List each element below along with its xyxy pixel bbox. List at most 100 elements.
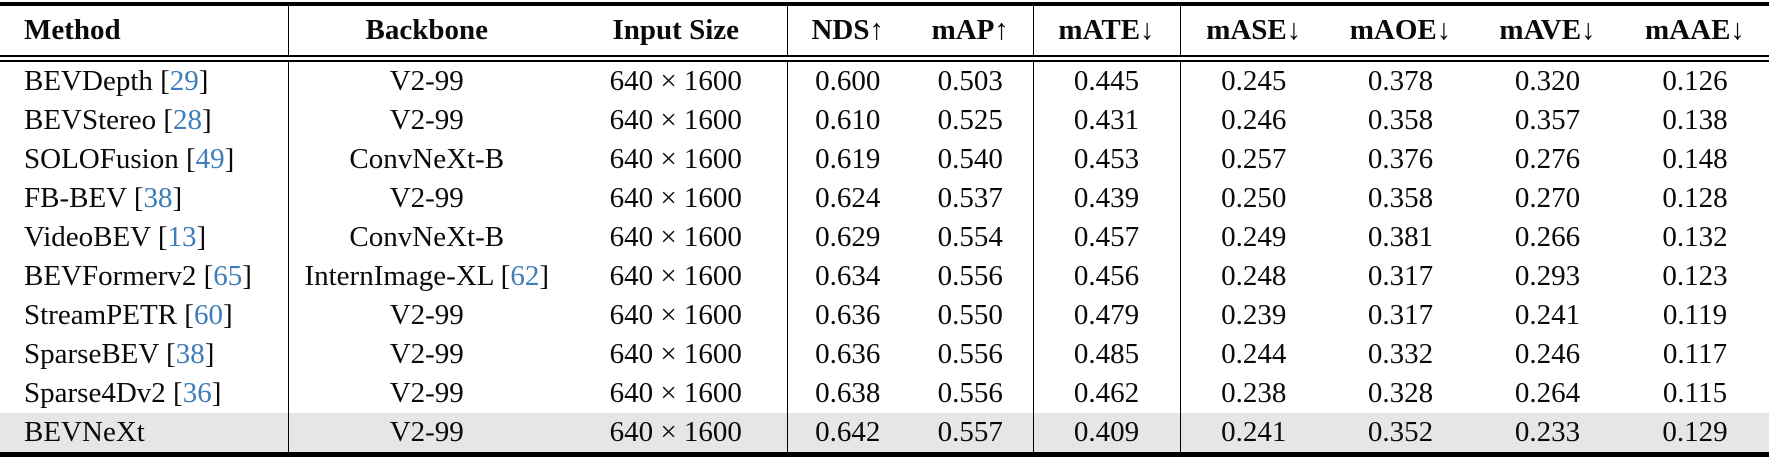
backbone-cell: V2-99 [288,413,565,455]
table-row: SparseBEV [38] V2-99 640 × 1600 0.636 0.556 0… [0,335,1769,374]
input-size-cell: 640 × 1600 [565,374,788,413]
metric-cell-mate: 0.453 [1033,140,1181,179]
method-cell: SparseBEV [38] [0,335,289,374]
method-name-text: StreamPETR [24,299,178,331]
table-row: SOLOFusion [49] ConvNeXt-B 640 × 1600 0.619… [0,140,1769,179]
input-size-cell: 640 × 1600 [565,218,788,257]
table-body: BEVDepth [29] V2-99 640 × 1600 0.600 0.503 0.… [0,58,1769,455]
method-citation-link[interactable]: 29 [169,65,199,97]
col-header-nds: NDS↑ [787,4,908,62]
method-cell: VideoBEV [13] [0,218,289,257]
metric-cell-mate: 0.479 [1033,296,1181,335]
metric-cell-map: 0.556 [908,374,1034,413]
metric-cell-nds: 0.636 [815,338,881,370]
method-name-text: BEVNeXt [24,416,145,448]
method-citation-link[interactable]: 49 [195,143,225,175]
metric-cell-mave: 0.266 [1514,221,1581,253]
backbone-name-text: V2-99 [389,299,464,331]
metric-cell-mave: 0.320 [1514,65,1581,97]
col-header-maae: mAAE↓ [1621,4,1769,62]
backbone-cell: InternImage-XL [62] [304,260,550,292]
backbone-cell: V2-99 [288,296,565,335]
metric-cell-mave: 0.293 [1514,260,1581,292]
input-size-cell: 640 × 1600 [565,140,788,179]
metric-cell-mate: 0.456 [1033,257,1181,296]
method-cell: Sparse4Dv2 [36] [0,374,289,413]
metric-cell-maae: 0.132 [1662,221,1728,253]
method-name-text: BEVStereo [24,104,157,136]
metric-cell-maoe: 0.317 [1367,299,1434,331]
metric-cell-maae: 0.129 [1621,413,1769,455]
metric-cell-maoe: 0.358 [1367,182,1434,214]
backbone-name-text: V2-99 [389,104,464,136]
table-row: BEVFormerv2 [65] InternImage-XL [62] 640 ×… [0,257,1769,296]
metric-cell-nds: 0.600 [815,65,881,97]
input-size-cell: 640 × 1600 [565,179,788,218]
metric-cell-maae: 0.123 [1662,260,1728,292]
input-size-cell: 640 × 1600 [565,335,788,374]
method-citation-link[interactable]: 65 [213,260,243,292]
metric-cell-mave: 0.246 [1514,338,1581,370]
metric-cell-mase: 0.238 [1221,377,1287,409]
method-citation-link[interactable]: 38 [175,338,205,370]
backbone-citation-link[interactable]: 62 [510,260,540,292]
method-citation-link[interactable]: 60 [193,299,223,331]
method-citation-link[interactable]: 28 [173,104,203,136]
metric-cell-mave: 0.264 [1514,377,1581,409]
metric-cell-mate: 0.409 [1033,413,1181,455]
table-row: VideoBEV [13] ConvNeXt-B 640 × 1600 0.629 0.… [0,218,1769,257]
metric-cell-mase: 0.248 [1221,260,1287,292]
method-cell: BEVStereo [28] [0,101,289,140]
method-citation-link[interactable]: 38 [143,182,173,214]
metric-cell-mase: 0.239 [1221,299,1287,331]
col-header-mase: mASE↓ [1180,4,1327,62]
metric-cell-mate: 0.462 [1033,374,1181,413]
metric-cell-map: 0.525 [908,101,1034,140]
metric-cell-mase: 0.250 [1221,182,1287,214]
metric-cell-mave: 0.241 [1514,299,1581,331]
table-row: StreamPETR [60] V2-99 640 × 1600 0.636 0.550… [0,296,1769,335]
metric-cell-maoe: 0.358 [1367,104,1434,136]
col-header-mave: mAVE↓ [1474,4,1621,62]
method-name-text: SOLOFusion [24,143,179,175]
backbone-name-text: V2-99 [389,338,464,370]
metric-cell-mase: 0.245 [1221,65,1287,97]
table-row: FB-BEV [38] V2-99 640 × 1600 0.624 0.537 0.43… [0,179,1769,218]
input-size-cell: 640 × 1600 [565,101,788,140]
method-cell: BEVNeXt [0,413,289,455]
method-cell: StreamPETR [60] [0,296,289,335]
method-citation-link[interactable]: 13 [167,221,197,253]
method-name-text: BEVDepth [24,65,153,97]
metric-cell-mave: 0.357 [1514,104,1581,136]
metric-cell-map: 0.556 [908,335,1034,374]
method-name-text: SparseBEV [24,338,159,370]
table-header: Method Backbone Input Size NDS↑ mAP↑ mAT… [0,4,1769,62]
col-header-backbone: Backbone [288,4,565,62]
backbone-name-text: InternImage-XL [304,260,494,292]
metric-cell-maae: 0.138 [1662,104,1728,136]
metric-cell-nds: 0.624 [815,182,881,214]
input-size-cell: 640 × 1600 [565,257,788,296]
metric-cell-maoe: 0.378 [1367,65,1434,97]
metric-cell-map: 0.557 [908,413,1034,455]
metric-cell-mase: 0.244 [1221,338,1287,370]
metric-cell-maoe: 0.317 [1367,260,1434,292]
metric-cell-maoe: 0.352 [1327,413,1474,455]
metric-cell-maoe: 0.328 [1367,377,1434,409]
backbone-cell: ConvNeXt-B [288,218,565,257]
method-name-text: FB-BEV [24,182,127,214]
metric-cell-nds: 0.629 [815,221,881,253]
metric-cell-map: 0.503 [908,58,1034,101]
metric-cell-mase: 0.246 [1221,104,1287,136]
metric-cell-map: 0.556 [908,257,1034,296]
metric-cell-mate: 0.431 [1033,101,1181,140]
col-header-input-size: Input Size [565,4,788,62]
method-name-text: VideoBEV [24,221,151,253]
method-citation-link[interactable]: 36 [182,377,212,409]
backbone-name-text: ConvNeXt-B [349,143,505,175]
metric-cell-mave: 0.270 [1514,182,1581,214]
backbone-name-text: V2-99 [389,65,464,97]
backbone-cell: ConvNeXt-B [288,140,565,179]
method-name-text: BEVFormerv2 [24,260,197,292]
method-cell: BEVDepth [29] [0,58,289,101]
